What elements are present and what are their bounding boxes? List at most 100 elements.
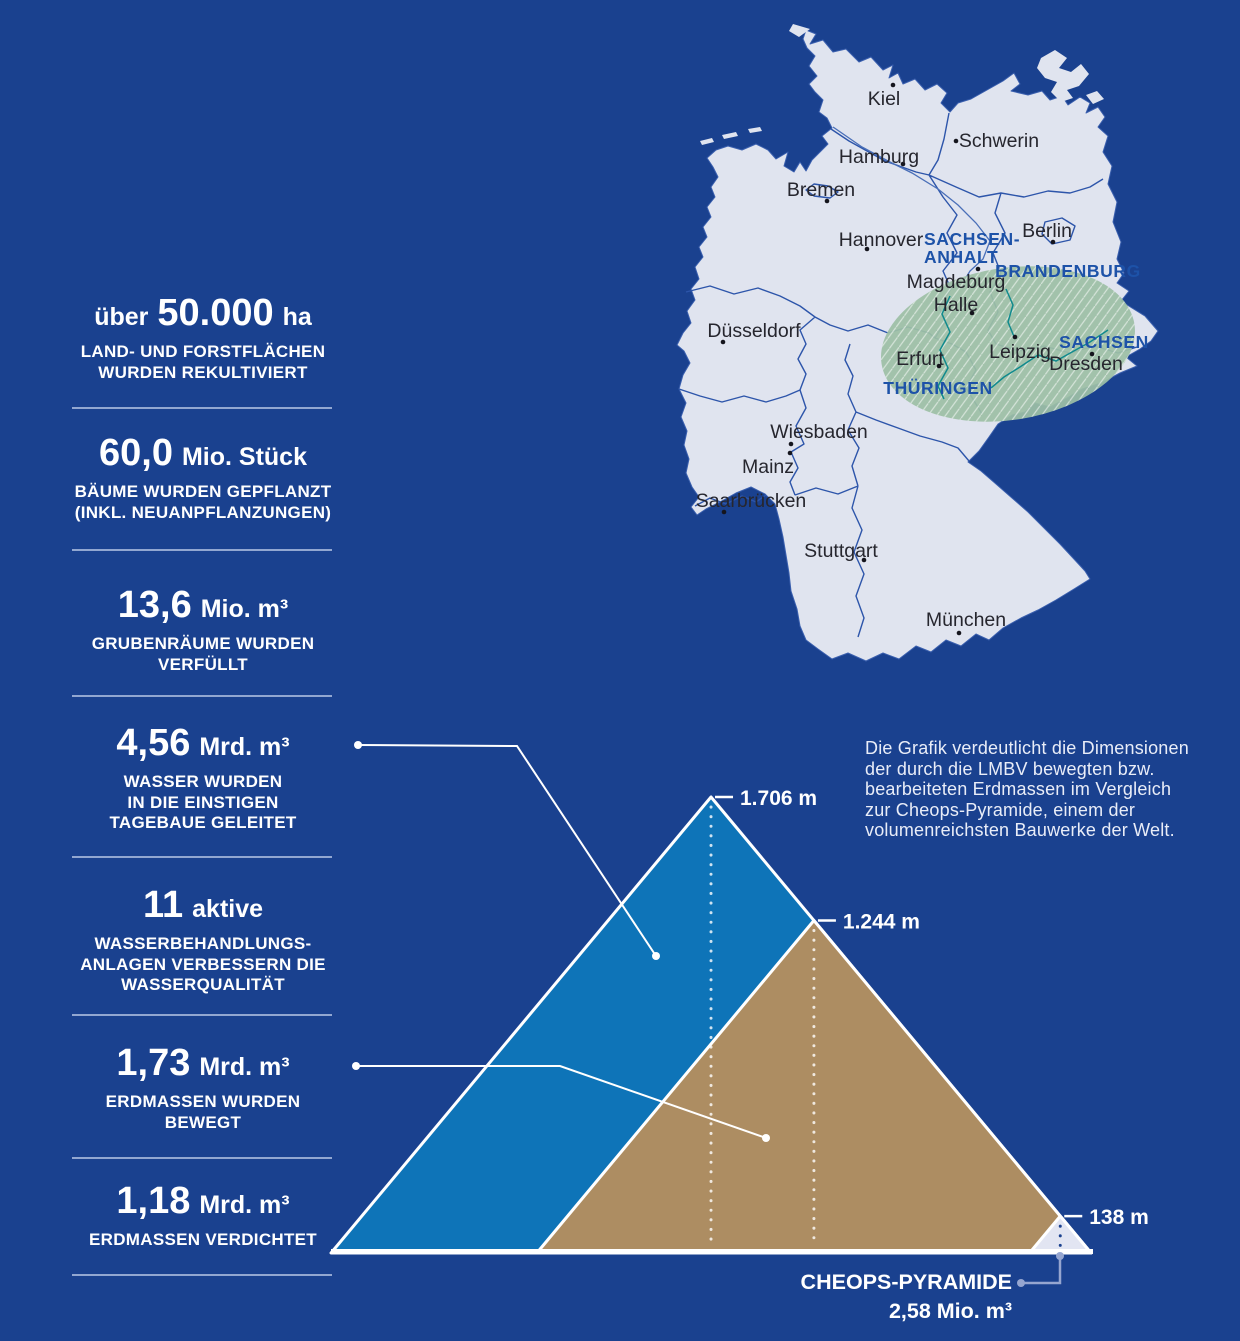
cheops-title: CHEOPS-PYRAMIDE <box>800 1270 1012 1294</box>
callout-wasser <box>357 744 657 957</box>
city-label-leipzig: Leipzig <box>989 341 1051 363</box>
city-dot-bremen <box>824 198 830 204</box>
chart-description: Die Grafik verdeutlicht die Dimensionen … <box>865 738 1189 841</box>
callout-cheops-dot <box>1017 1279 1025 1287</box>
stat-label: LAND- UND FORSTFLÄCHEN WURDEN REKULTIVIE… <box>80 342 326 382</box>
city-dot-erfurt <box>936 363 942 369</box>
stat-block-wasser: 4,56 Mrd. m³ WASSER WURDEN IN DIE EINSTI… <box>40 721 366 834</box>
divider <box>72 695 332 697</box>
state-label-thüringen: THÜRINGEN <box>883 378 992 398</box>
stat-unit: aktive <box>192 895 264 923</box>
city-dot-halle <box>969 310 975 316</box>
callout-erdmassen <box>356 1065 767 1139</box>
stat-block-rekultiviert: über 50.000 ha LAND- UND FORSTFLÄCHEN WU… <box>40 291 366 383</box>
height-label-wasser: 1.706 m <box>740 787 817 810</box>
city-label-stuttgart: Stuttgart <box>804 540 878 562</box>
stat-number: 4,56 Mrd. m³ <box>40 721 366 765</box>
city-dot-düsseldorf <box>720 339 726 345</box>
city-label-hannover: Hannover <box>839 229 924 251</box>
city-dot-wiesbaden <box>788 441 794 447</box>
city-dot-leipzig <box>1012 334 1018 340</box>
stat-number: 1,18 Mrd. m³ <box>40 1179 366 1223</box>
state-label-sachsen-: SACHSEN- <box>924 229 1020 249</box>
city-dot-kiel <box>890 82 896 88</box>
city-label-wiesbaden: Wiesbaden <box>770 421 868 443</box>
stat-unit: Mrd. m³ <box>199 1191 290 1219</box>
city-dot-dresden <box>1089 351 1095 357</box>
pyramid-cheops <box>1028 1214 1093 1255</box>
pyramid-wasser <box>329 795 1093 1255</box>
divider <box>72 407 332 409</box>
stat-label: GRUBENRÄUME WURDEN VERFÜLLT <box>91 634 315 674</box>
city-label-düsseldorf: Düsseldorf <box>707 320 801 342</box>
pyramid-erdmassen <box>535 918 1093 1255</box>
state-label-anhalt: ANHALT <box>924 247 998 267</box>
stat-unit: Mio. m³ <box>200 595 289 623</box>
stat-value: 1,18 <box>116 1180 191 1222</box>
stat-block-baeume: 60,0 Mio. Stück BÄUME WURDEN GEPFLANZT (… <box>40 431 366 523</box>
city-dot-schwerin <box>953 138 959 144</box>
city-dot-magdeburg <box>975 266 981 272</box>
stat-number: 1,73 Mrd. m³ <box>40 1041 366 1085</box>
stat-value: 11 <box>142 884 184 926</box>
city-label-bremen: Bremen <box>787 179 855 201</box>
city-label-münchen: München <box>926 609 1006 631</box>
stat-unit: Mrd. m³ <box>199 1053 290 1081</box>
stat-number: 60,0 Mio. Stück <box>40 431 366 475</box>
height-label-erdmassen: 1.244 m <box>843 910 920 933</box>
city-label-saarbrücken: Saarbrücken <box>696 490 807 512</box>
stat-unit: Mio. Stück <box>181 443 307 471</box>
city-label-hamburg: Hamburg <box>839 146 919 168</box>
height-label-cheops: 138 m <box>1089 1206 1149 1229</box>
callout-wasser-dot <box>652 952 660 960</box>
stat-block-grubenraeume: 13,6 Mio. m³ GRUBENRÄUME WURDEN VERFÜLLT <box>40 583 366 675</box>
city-dot-berlin <box>1050 239 1056 245</box>
city-dot-mainz <box>787 450 793 456</box>
divider <box>72 549 332 551</box>
divider <box>72 1157 332 1159</box>
divider <box>72 1274 332 1276</box>
green-highlight-region <box>881 266 1135 422</box>
stat-block-erdmassen-bewegt: 1,73 Mrd. m³ ERDMASSEN WURDEN BEWEGT <box>40 1041 366 1133</box>
stat-number: 11 aktive <box>40 883 366 927</box>
stat-unit: ha <box>282 303 312 331</box>
stat-value: 13,6 <box>117 584 192 626</box>
city-dot-saarbrücken <box>721 509 727 515</box>
stat-value: 1,73 <box>116 1042 191 1084</box>
germany-map: Kiel Hamburg Schwerin Bremen Hannover Berlin M… <box>676 24 1159 662</box>
city-label-halle: Halle <box>934 294 978 316</box>
city-dot-hamburg <box>900 161 906 167</box>
callout-cheops <box>1021 1256 1062 1285</box>
stat-label: WASSER WURDEN IN DIE EINSTIGEN TAGEBAUE … <box>109 772 297 832</box>
stat-value: 4,56 <box>116 722 191 764</box>
stat-label: ERDMASSEN WURDEN BEWEGT <box>105 1092 301 1132</box>
city-label-erfurt: Erfurt <box>896 348 944 370</box>
cheops-caption: CHEOPS-PYRAMIDE 2,58 Mio. m³ <box>801 1268 1012 1326</box>
stat-value: 60,0 <box>99 432 173 474</box>
divider <box>72 856 332 858</box>
islands <box>700 24 1104 145</box>
river-elbe <box>832 126 991 285</box>
stat-number: über 50.000 ha <box>40 291 366 335</box>
stat-value: 50.000 <box>157 292 274 334</box>
cheops-volume: 2,58 Mio. m³ <box>888 1299 1012 1323</box>
rivers-teal <box>937 288 1109 400</box>
stat-block-wasserbehandlung: 11 aktive WASSERBEHANDLUNGS- ANLAGEN VER… <box>40 883 366 996</box>
city-label-mainz: Mainz <box>742 456 794 478</box>
city-label-schwerin: Schwerin <box>959 130 1039 152</box>
city-dot-stuttgart <box>861 557 867 563</box>
stat-number: 13,6 Mio. m³ <box>40 583 366 627</box>
city-label-kiel: Kiel <box>868 88 901 110</box>
stat-label: WASSERBEHANDLUNGS- ANLAGEN VERBESSERN DI… <box>80 934 326 994</box>
divider <box>72 1014 332 1016</box>
stat-block-erdmassen-verdichtet: 1,18 Mrd. m³ ERDMASSEN VERDICHTET <box>40 1179 366 1251</box>
city-label-dresden: Dresden <box>1049 353 1123 375</box>
stat-unit: Mrd. m³ <box>199 733 290 761</box>
chart-baseline <box>331 1249 1093 1254</box>
city-layer: Kiel Hamburg Schwerin Bremen Hannover Berlin M… <box>696 82 1123 636</box>
callout-erdmassen-dot <box>762 1134 770 1142</box>
stat-label: BÄUME WURDEN GEPFLANZT (INKL. NEUANPFLAN… <box>74 482 332 522</box>
city-label-berlin: Berlin <box>1022 220 1072 242</box>
